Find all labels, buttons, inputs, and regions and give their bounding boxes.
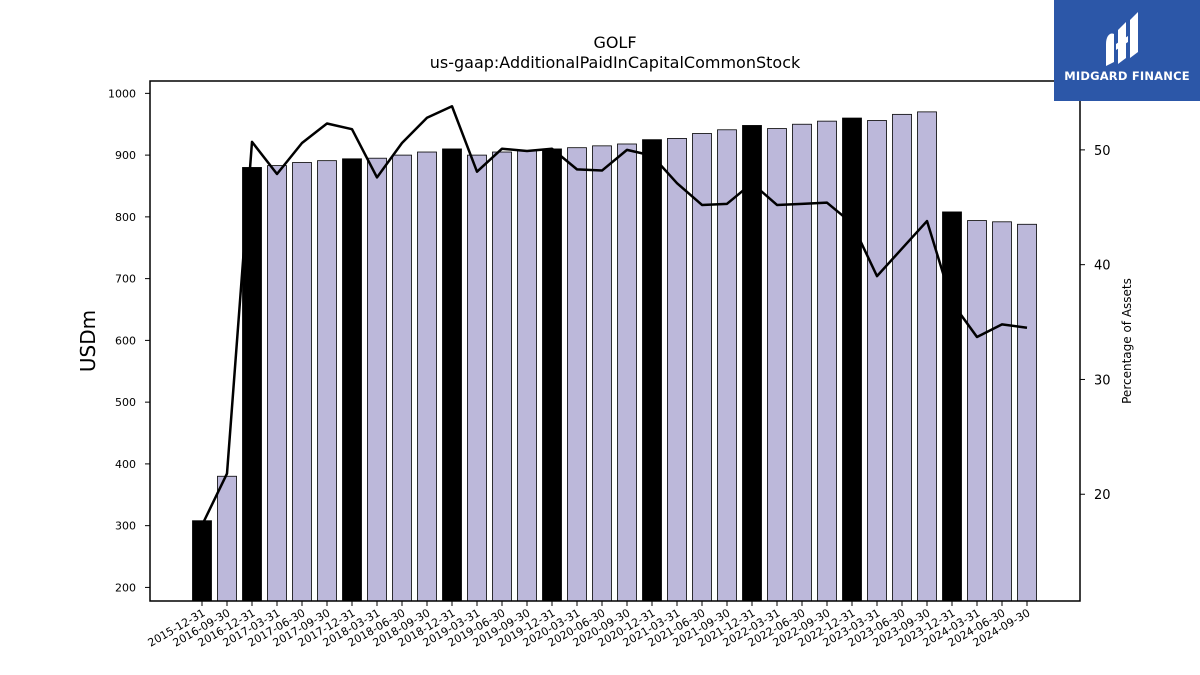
bar-2021-09-30: [717, 129, 737, 602]
midgard-logo-icon: [1106, 12, 1138, 66]
bar-2024-03-31: [967, 220, 987, 602]
y-tick-label: 600: [115, 334, 136, 347]
bar-2019-09-30: [517, 150, 537, 602]
y-tick-label: 1000: [108, 87, 136, 100]
bar-2023-09-30: [917, 111, 937, 602]
bar-series: [192, 111, 1037, 602]
line-series: [200, 105, 1028, 526]
plot-frame: [149, 80, 1081, 602]
y2-axis-label: Percentage of Assets: [1120, 278, 1134, 404]
bar-2020-09-30: [617, 143, 637, 602]
y-tick-label: 200: [115, 581, 136, 594]
bar-2023-03-31: [867, 120, 887, 602]
bar-2021-12-31: [742, 125, 762, 602]
bar-2023-06-30: [892, 113, 912, 602]
y-axis-left: 200 300 400 500 600 700 800 900 1000: [108, 87, 150, 594]
chart-title: GOLF: [593, 33, 636, 52]
bar-2016-09-30: [217, 475, 237, 602]
bar-2022-09-30: [817, 120, 837, 602]
brand-name: MIDGARD FINANCE: [1064, 69, 1190, 83]
chart-subtitle: us-gaap:AdditionalPaidInCapitalCommonSto…: [430, 53, 801, 72]
bar-2019-06-30: [492, 151, 512, 602]
y2-tick-label: 40: [1094, 259, 1111, 274]
bar-2018-03-31: [367, 157, 387, 602]
y2-tick-label: 20: [1094, 488, 1111, 503]
y-axis-right: 20 30 40 50: [1080, 144, 1111, 503]
brand-logo: MIDGARD FINANCE: [1054, 0, 1200, 101]
bar-2020-12-31: [642, 139, 662, 602]
y-tick-label: 300: [115, 520, 136, 533]
bar-2020-06-30: [592, 145, 612, 602]
bar-2024-09-30: [1017, 223, 1037, 602]
bar-2017-03-31: [267, 165, 287, 602]
bar-2018-09-30: [417, 151, 437, 602]
bar-2017-06-30: [292, 162, 312, 602]
y2-tick-label: 50: [1094, 144, 1111, 159]
bar-2024-06-30: [992, 221, 1012, 602]
y-tick-label: 700: [115, 273, 136, 286]
y-tick-label: 900: [115, 149, 136, 162]
bar-2022-12-31: [842, 117, 862, 602]
bar-2018-12-31: [442, 148, 462, 602]
bar-2019-12-31: [542, 148, 562, 602]
bar-2020-03-31: [567, 147, 587, 602]
bar-2021-03-31: [667, 138, 687, 602]
percentage-line: [200, 105, 1028, 526]
bar-2015-12-31: [192, 520, 212, 602]
y-tick-label: 400: [115, 458, 136, 471]
y2-tick-label: 30: [1094, 373, 1111, 388]
x-axis: 2015-12-312016-09-302016-12-312017-03-31…: [146, 601, 1033, 650]
bar-2017-09-30: [317, 160, 337, 602]
bar-2017-12-31: [342, 158, 362, 602]
y-tick-label: 800: [115, 211, 136, 224]
bar-2023-12-31: [942, 211, 962, 602]
y-tick-label: 500: [115, 396, 136, 409]
bar-2018-06-30: [392, 154, 412, 602]
bar-2019-03-31: [467, 154, 487, 602]
bar-2022-06-30: [792, 123, 812, 602]
y-axis-label: USDm: [76, 310, 100, 372]
